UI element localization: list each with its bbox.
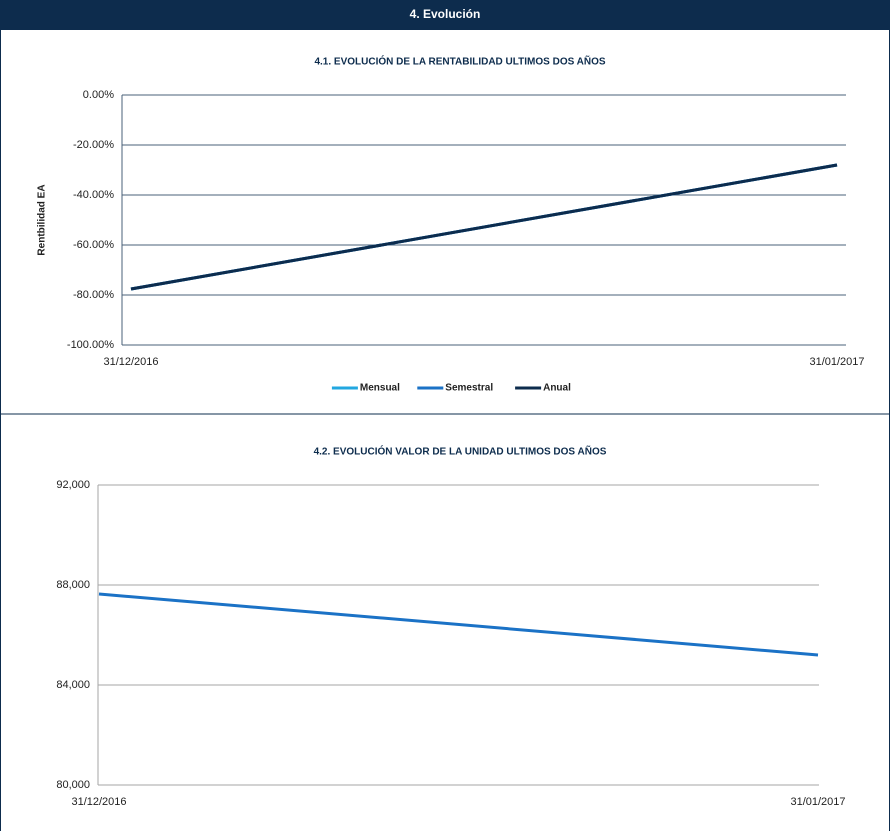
y-tick-label: 0.00% — [83, 89, 114, 101]
y-tick-label: -100.00% — [67, 339, 114, 351]
x-tick-label: 31/01/2017 — [790, 796, 845, 808]
y-axis-label: Rentbilidad EA — [37, 184, 48, 255]
y-tick-label: 84,000 — [56, 679, 90, 691]
legend-label: Anual — [543, 383, 571, 394]
x-tick-label: 31/12/2016 — [71, 796, 126, 808]
legend-label: Semestral — [445, 383, 493, 394]
chart-title: 4.2. EVOLUCIÓN VALOR DE LA UNIDAD ULTIMO… — [314, 445, 607, 458]
y-tick-label: -40.00% — [73, 189, 114, 201]
y-tick-label: -20.00% — [73, 139, 114, 151]
chart-title: 4.1. EVOLUCIÓN DE LA RENTABILIDAD ULTIMO… — [314, 55, 605, 68]
line-series — [130, 163, 838, 291]
y-tick-label: 88,000 — [56, 579, 90, 591]
y-tick-label: -80.00% — [73, 289, 114, 301]
line-series — [98, 592, 819, 657]
y-tick-label: 80,000 — [56, 779, 90, 791]
x-tick-label: 31/12/2016 — [103, 356, 158, 368]
x-tick-label: 31/01/2017 — [809, 356, 864, 368]
header-bar — [0, 0, 890, 30]
header-title: 4. Evolución — [410, 7, 481, 21]
y-tick-label: -60.00% — [73, 239, 114, 251]
y-tick-label: 92,000 — [56, 479, 90, 491]
legend-label: Mensual — [360, 383, 400, 394]
